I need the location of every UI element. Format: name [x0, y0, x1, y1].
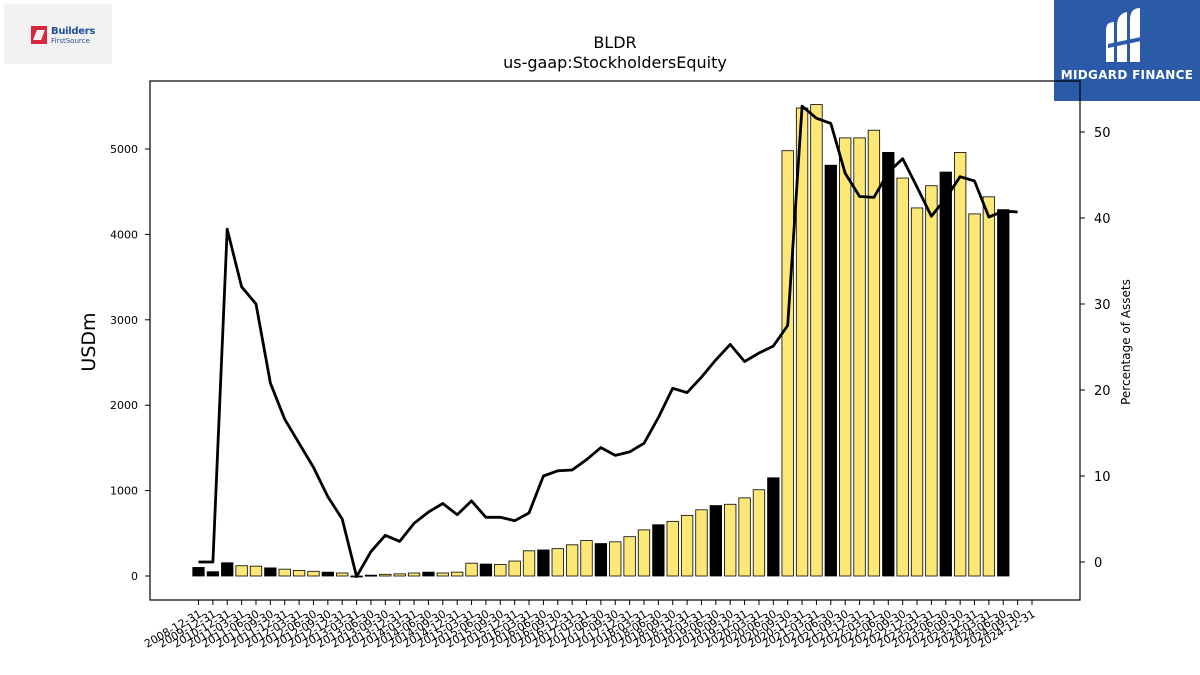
bar	[666, 520, 679, 577]
bar	[853, 137, 866, 577]
bar	[997, 209, 1010, 577]
bar	[379, 573, 392, 577]
bar	[393, 573, 406, 577]
y-tick-label: 3000	[110, 314, 138, 327]
bar	[321, 571, 334, 577]
bar	[278, 568, 291, 577]
bar	[824, 164, 837, 577]
y-tick-label: 2000	[110, 399, 138, 412]
y-tick-label: 0	[131, 570, 138, 583]
bar	[910, 207, 924, 577]
bar	[407, 572, 421, 577]
bar	[436, 572, 449, 577]
y2-axis-label: Percentage of Assets	[1119, 279, 1133, 405]
bar	[781, 150, 794, 577]
builders-firstsource-logo: Builders FirstSource	[4, 4, 112, 64]
bar	[364, 574, 378, 577]
bar	[292, 570, 306, 577]
logo-left-line1: Builders	[51, 26, 96, 37]
bar	[235, 565, 248, 577]
logo-left-line2: FirstSource	[51, 37, 90, 45]
bar	[494, 564, 507, 577]
bar	[594, 543, 608, 577]
bar	[939, 171, 952, 577]
bar	[652, 524, 665, 577]
bar	[680, 514, 694, 577]
bar	[551, 548, 564, 577]
bar	[565, 544, 579, 577]
logo-mark-icon	[31, 26, 47, 44]
chart-subtitle: us-gaap:StockholdersEquity	[503, 53, 727, 72]
y2-tick-label: 40	[1094, 212, 1111, 227]
y2-tick-label: 0	[1094, 556, 1102, 571]
bar	[896, 177, 909, 577]
bar	[422, 571, 435, 577]
y2-tick-label: 20	[1094, 384, 1111, 399]
bar	[709, 505, 722, 577]
bar	[522, 550, 536, 577]
bar	[508, 560, 521, 577]
bar	[695, 509, 708, 577]
percentage-line	[198, 104, 1018, 578]
bar	[752, 489, 766, 577]
bar	[738, 497, 751, 577]
bar	[968, 213, 981, 577]
bar	[810, 104, 823, 577]
bar	[249, 565, 263, 577]
y-tick-label: 4000	[110, 228, 138, 241]
bar	[206, 571, 220, 577]
y-tick-label: 5000	[110, 143, 138, 156]
bar	[609, 541, 622, 577]
midgard-finance-label: MIDGARD FINANCE	[1060, 68, 1194, 82]
bar	[637, 529, 651, 577]
bar	[307, 570, 320, 577]
bar	[623, 536, 636, 577]
bar	[767, 477, 780, 577]
midgard-finance-logo: MIDGARD FINANCE	[1054, 0, 1200, 101]
bar	[192, 567, 205, 577]
y-tick-label: 1000	[110, 485, 138, 498]
bar	[982, 196, 996, 577]
bar	[580, 540, 593, 577]
y-axis-label: USDm	[78, 312, 100, 371]
bar	[882, 152, 895, 577]
bar	[953, 152, 967, 577]
bar	[264, 567, 277, 577]
y2-tick-label: 30	[1094, 298, 1111, 313]
bar	[336, 572, 349, 577]
y2-tick-label: 50	[1094, 126, 1111, 141]
bar	[451, 571, 464, 577]
bar	[537, 549, 550, 577]
bar	[724, 503, 737, 577]
bar	[867, 129, 881, 577]
y2-tick-label: 10	[1094, 470, 1111, 485]
midgard-logo-icon	[1106, 8, 1146, 62]
bar	[925, 185, 938, 577]
bar	[839, 137, 852, 577]
bar	[221, 562, 234, 577]
chart-title: BLDR	[593, 33, 636, 52]
bar	[479, 563, 493, 577]
bar	[465, 562, 478, 577]
